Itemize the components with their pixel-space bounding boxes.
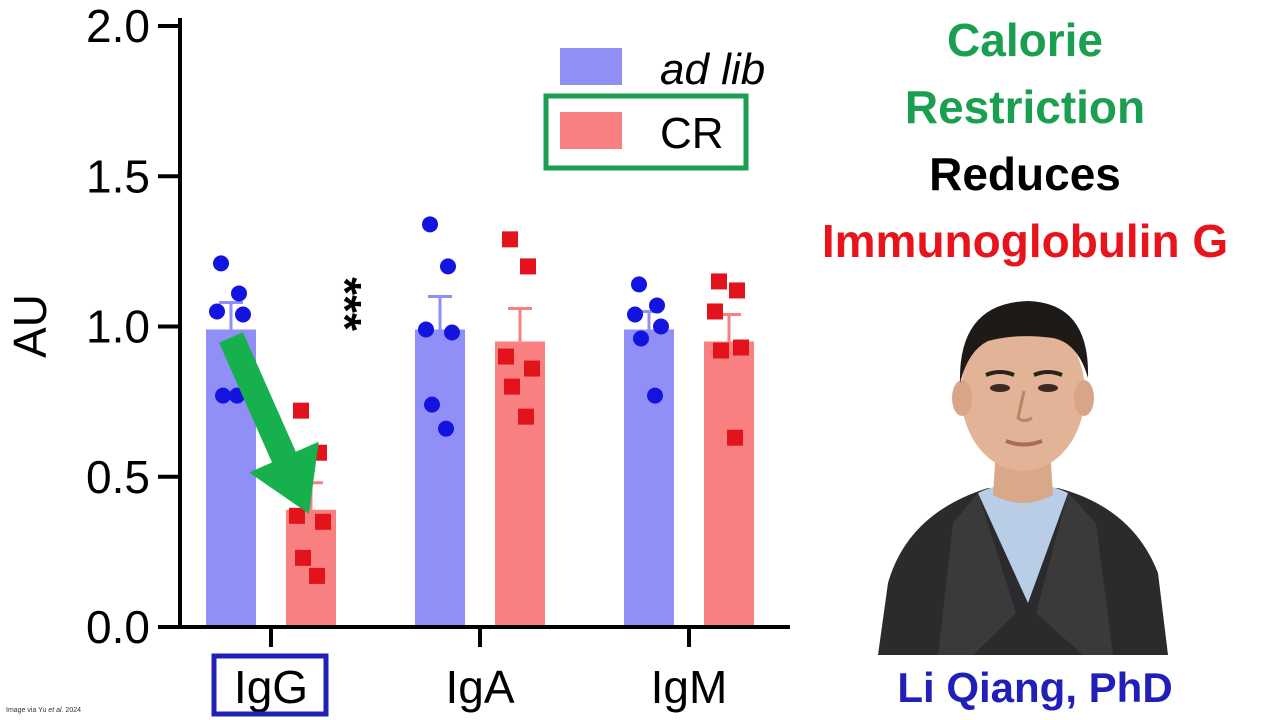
data-point	[733, 339, 749, 356]
x-tick-label-IgM: IgM	[651, 661, 728, 713]
data-point	[524, 360, 540, 377]
data-point	[518, 408, 534, 425]
data-point	[633, 330, 649, 347]
data-point	[649, 297, 665, 314]
data-point	[520, 258, 536, 275]
y-axis-label: AU	[4, 294, 56, 358]
y-tick-label: 1.0	[86, 301, 150, 353]
legend-swatch-CR	[560, 115, 622, 149]
data-point	[653, 318, 669, 335]
credit-year: 2024	[63, 707, 82, 714]
headline-reduces: Reduces	[929, 148, 1121, 200]
data-point	[315, 513, 331, 530]
credit-prefix: Image via	[6, 707, 39, 714]
significance-stars: ***	[319, 277, 371, 331]
axes-layer: 0.0 0.5 1.0 1.5 2.0 IgG IgA IgM AU	[4, 0, 790, 713]
headline-immunoglobulin-g: Immunoglobulin G	[821, 215, 1229, 267]
data-point	[422, 216, 438, 233]
data-point	[440, 258, 456, 275]
data-point	[627, 306, 643, 323]
data-point	[444, 324, 460, 341]
y-tick-label: 1.5	[86, 150, 150, 202]
data-point	[713, 342, 729, 359]
data-point	[289, 507, 305, 524]
bar-chart: 0.0 0.5 1.0 1.5 2.0 IgG IgA IgM AU ad lib CR ***	[4, 0, 790, 717]
data-point	[438, 420, 454, 437]
data-point	[215, 387, 231, 404]
data-point	[711, 273, 727, 290]
bar-ad-lib-IgM	[624, 329, 674, 627]
data-point	[213, 255, 229, 272]
bar-CR-IgM	[704, 341, 754, 627]
data-point	[209, 303, 225, 320]
legend-label-ad-lib: ad lib	[660, 45, 765, 94]
data-point	[647, 387, 663, 404]
person-name: Li Qiang, PhD	[897, 664, 1173, 711]
data-point	[707, 303, 723, 320]
legend-highlight-box	[543, 93, 749, 171]
data-point	[424, 396, 440, 413]
data-point	[231, 285, 247, 302]
data-point	[498, 348, 514, 365]
y-tick-label: 0.0	[86, 601, 150, 653]
data-point	[235, 306, 251, 323]
category-highlight-box	[211, 653, 329, 717]
y-tick-label: 2.0	[86, 0, 150, 52]
data-point	[502, 231, 518, 248]
bar-ad-lib-IgA	[415, 329, 465, 627]
data-point	[631, 276, 647, 293]
data-point	[295, 549, 311, 566]
data-point	[504, 378, 520, 395]
credit-etal: et al.	[46, 707, 64, 714]
points-layer	[209, 216, 749, 584]
credit-author: Yu	[38, 707, 47, 714]
reduction-arrow	[219, 332, 319, 514]
image-credit: Image via Yu et al. 2024	[6, 707, 81, 714]
headline-restriction: Restriction	[904, 81, 1146, 133]
data-point	[309, 567, 325, 584]
data-point	[727, 429, 743, 446]
portrait-photo	[878, 283, 1168, 655]
bars-layer	[206, 294, 754, 627]
legend-swatch-ad-lib	[560, 51, 622, 85]
x-tick-label-IgG: IgG	[234, 661, 308, 713]
headline-calorie: Calorie	[947, 14, 1103, 66]
data-point	[729, 282, 745, 299]
legend-label-CR: CR	[660, 109, 724, 158]
legend: ad lib CR	[543, 45, 765, 171]
data-point	[293, 402, 309, 419]
data-point	[418, 321, 434, 338]
annotations: ***	[211, 277, 371, 717]
x-tick-label-IgA: IgA	[445, 661, 514, 713]
y-tick-label: 0.5	[86, 451, 150, 503]
